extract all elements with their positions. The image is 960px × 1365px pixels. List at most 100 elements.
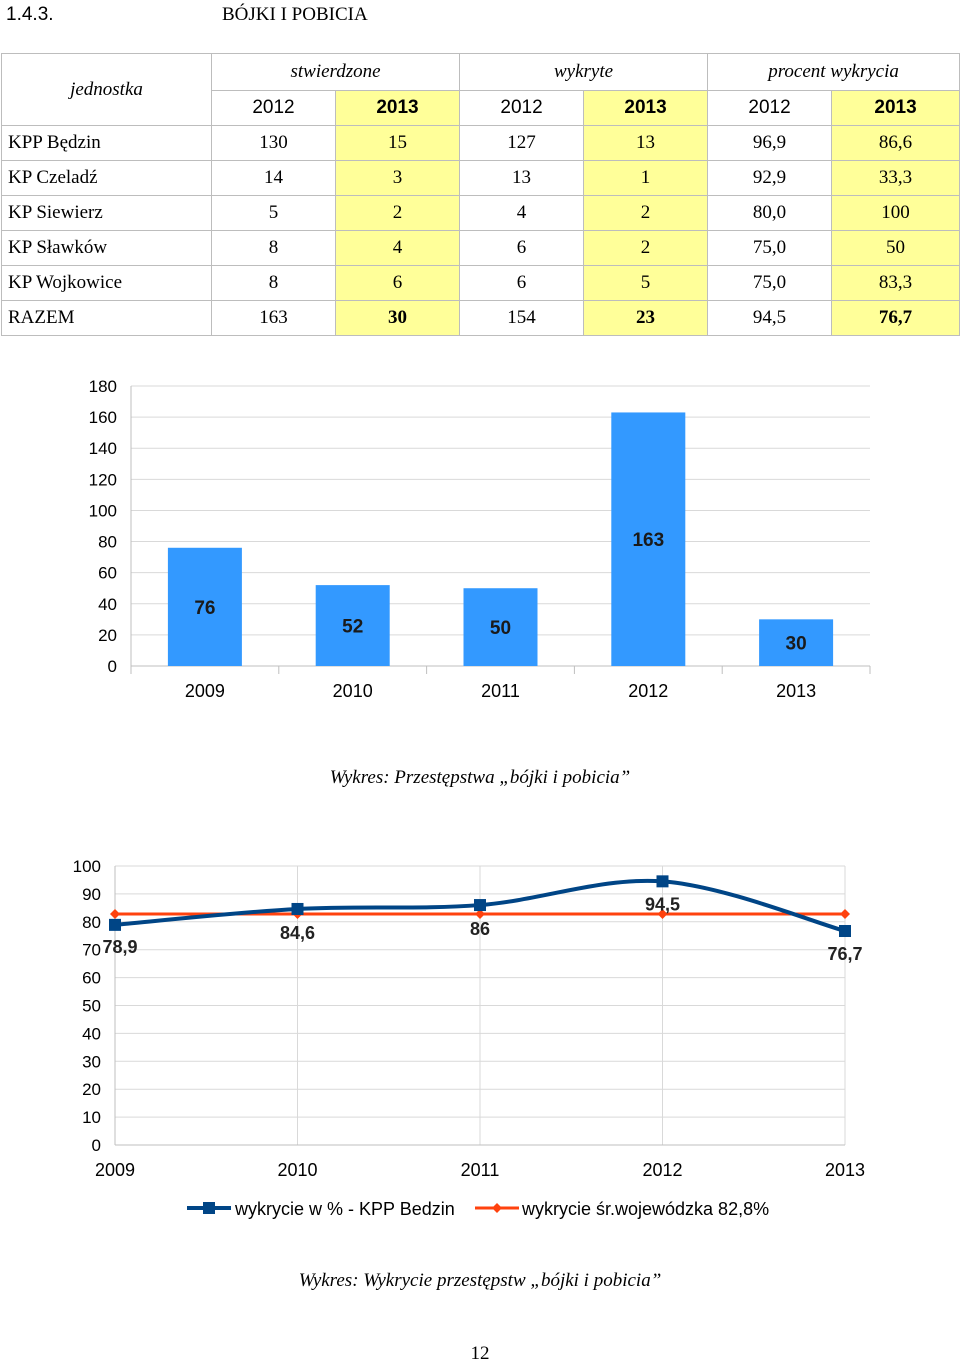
table-cell: 15 bbox=[334, 125, 461, 161]
year-header: 2013 bbox=[583, 90, 709, 126]
table-cell: 8 bbox=[211, 265, 336, 301]
bar bbox=[463, 588, 538, 666]
y-tick-label: 70 bbox=[82, 941, 101, 960]
y-tick-label: 40 bbox=[82, 1024, 101, 1043]
legend-label: wykrycie śr.wojewódzka 82,8% bbox=[521, 1199, 769, 1219]
year-header: 2013 bbox=[831, 90, 960, 126]
table-cell: 2 bbox=[583, 195, 709, 231]
bar bbox=[611, 412, 686, 666]
y-tick-label: 0 bbox=[108, 657, 117, 676]
detection-marker bbox=[474, 899, 486, 912]
data-label: 52 bbox=[342, 617, 363, 638]
data-label: 163 bbox=[632, 530, 664, 551]
y-tick-label: 60 bbox=[98, 564, 117, 583]
legend-marker bbox=[203, 1202, 215, 1214]
group-header-wykryte: wykryte bbox=[459, 53, 709, 91]
detection-marker bbox=[656, 875, 669, 888]
table-cell: 13 bbox=[583, 125, 709, 161]
unit-name: KPP Będzin bbox=[1, 125, 212, 161]
table-cell: 23 bbox=[583, 300, 709, 336]
y-tick-label: 60 bbox=[82, 969, 101, 988]
table-cell: 8 bbox=[211, 230, 336, 266]
y-tick-label: 140 bbox=[89, 439, 117, 458]
table-row: KP Czeladź 14 3 13 1 92,9 33,3 bbox=[1, 160, 960, 196]
table-cell: 2 bbox=[334, 195, 461, 231]
table-cell: 76,7 bbox=[831, 300, 960, 336]
page-number: 12 bbox=[470, 1343, 490, 1364]
y-tick-label: 180 bbox=[89, 377, 117, 396]
x-tick-label: 2011 bbox=[481, 681, 520, 701]
table-cell: 163 bbox=[211, 300, 336, 336]
x-tick-label: 2013 bbox=[825, 1160, 865, 1180]
table-cell: 5 bbox=[583, 265, 709, 301]
unit-name: RAZEM bbox=[1, 300, 212, 336]
unit-name: KP Wojkowice bbox=[1, 265, 212, 301]
table-cell: 127 bbox=[459, 125, 585, 161]
y-tick-label: 100 bbox=[89, 501, 117, 520]
table-cell: 4 bbox=[334, 230, 461, 266]
legend-marker bbox=[492, 1203, 502, 1213]
y-tick-label: 40 bbox=[98, 595, 117, 614]
average-marker bbox=[840, 908, 850, 919]
statistics-table: jednostka stwierdzone wykryte procent wy… bbox=[1, 53, 960, 336]
table-cell: 13 bbox=[459, 160, 585, 196]
table-cell: 2 bbox=[583, 230, 709, 266]
table-cell: 94,5 bbox=[707, 300, 833, 336]
unit-name: KP Czeladź bbox=[1, 160, 212, 196]
data-label: 50 bbox=[490, 618, 511, 639]
data-label: 30 bbox=[786, 634, 807, 655]
bar-chart: 0 20 40 60 80 100 120 140 160 180 2009 76 2010 52 2011… bbox=[89, 377, 871, 701]
data-label: 84,6 bbox=[280, 923, 315, 943]
y-tick-label: 20 bbox=[82, 1080, 101, 1099]
table-cell: 4 bbox=[459, 195, 585, 231]
unit-name: KP Siewierz bbox=[1, 195, 212, 231]
unit-header: jednostka bbox=[1, 53, 212, 126]
detection-marker bbox=[291, 902, 304, 915]
data-label: 76 bbox=[194, 598, 215, 619]
table-year-row: 2012 2013 2012 2013 2012 2013 bbox=[2, 90, 960, 126]
x-tick-label: 2012 bbox=[628, 681, 668, 701]
table-cell: 75,0 bbox=[707, 230, 833, 266]
line-chart: 0 10 20 30 40 50 60 70 80 90 100 2009 2010 2011 2012 20… bbox=[73, 857, 865, 1219]
average-marker bbox=[475, 908, 485, 919]
detection-marker bbox=[109, 918, 121, 931]
y-tick-label: 80 bbox=[98, 533, 117, 552]
x-tick-label: 2010 bbox=[333, 681, 373, 701]
table-total-row: RAZEM 163 30 154 23 94,5 76,7 bbox=[1, 300, 960, 336]
x-tick-label: 2009 bbox=[185, 681, 225, 701]
section-number: 1.4.3. bbox=[6, 4, 54, 25]
x-tick-label: 2009 bbox=[95, 1160, 135, 1180]
table-cell: 6 bbox=[459, 230, 585, 266]
table-row: KP Wojkowice 8 6 6 5 75,0 83,3 bbox=[1, 265, 960, 301]
table-row: KP Sławków 8 4 6 2 75,0 50 bbox=[1, 230, 960, 266]
bar bbox=[167, 547, 242, 666]
x-tick-label: 2010 bbox=[277, 1160, 317, 1180]
table-cell: 130 bbox=[211, 125, 336, 161]
table-cell: 92,9 bbox=[707, 160, 833, 196]
y-tick-label: 80 bbox=[82, 913, 101, 932]
legend-label: wykrycie w % - KPP Bedzin bbox=[234, 1199, 455, 1219]
year-header: 2012 bbox=[211, 90, 336, 126]
section-heading: 1.4.3. BÓJKI I POBICIA bbox=[0, 2, 960, 30]
year-header: 2012 bbox=[459, 90, 585, 126]
group-header-stwierdzone: stwierdzone bbox=[210, 53, 461, 91]
average-marker bbox=[110, 908, 120, 919]
y-tick-label: 90 bbox=[82, 885, 101, 904]
bar-chart-caption: Wykres: Przestępstwa „bójki i pobicia” bbox=[329, 767, 631, 788]
y-tick-label: 0 bbox=[92, 1136, 101, 1155]
table-cell: 6 bbox=[334, 265, 461, 301]
data-label: 86 bbox=[470, 919, 490, 939]
y-tick-label: 160 bbox=[89, 408, 117, 427]
table-row: KPP Będzin 130 15 127 13 96,9 86,6 bbox=[1, 125, 960, 161]
x-tick-label: 2012 bbox=[642, 1160, 682, 1180]
y-tick-label: 100 bbox=[73, 857, 101, 876]
year-header: 2012 bbox=[707, 90, 833, 126]
table-row: KP Siewierz 5 2 4 2 80,0 100 bbox=[1, 195, 960, 231]
table-cell: 50 bbox=[831, 230, 960, 266]
table-cell: 30 bbox=[334, 300, 461, 336]
y-tick-label: 30 bbox=[82, 1052, 101, 1071]
table-cell: 154 bbox=[459, 300, 585, 336]
table-cell: 80,0 bbox=[707, 195, 833, 231]
group-header-procent: procent wykrycia bbox=[707, 53, 960, 91]
y-tick-label: 20 bbox=[98, 626, 117, 645]
